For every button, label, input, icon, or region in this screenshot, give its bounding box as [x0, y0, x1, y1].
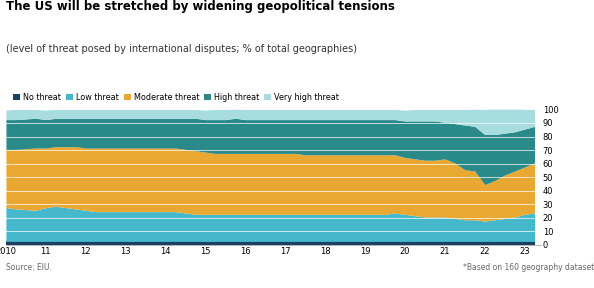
Text: The US will be stretched by widening geopolitical tensions: The US will be stretched by widening geo…: [6, 0, 395, 13]
Text: (level of threat posed by international disputes; % of total geographies): (level of threat posed by international …: [6, 44, 357, 54]
Text: *Based on 160 geography dataset: *Based on 160 geography dataset: [463, 263, 594, 272]
Legend: No threat, Low threat, Moderate threat, High threat, Very high threat: No threat, Low threat, Moderate threat, …: [10, 90, 342, 105]
Text: Source: EIU.: Source: EIU.: [6, 263, 52, 272]
